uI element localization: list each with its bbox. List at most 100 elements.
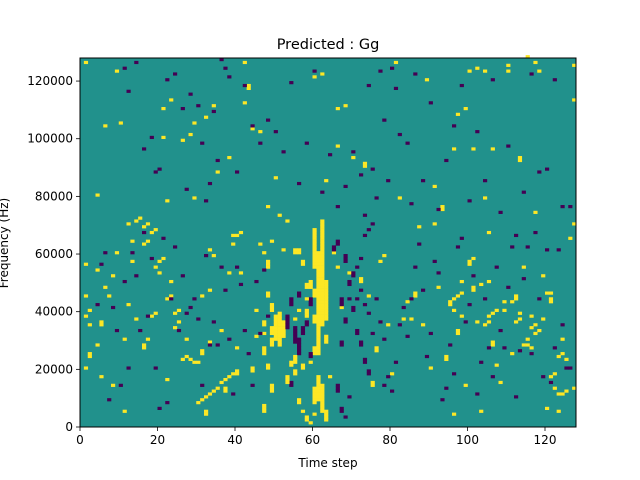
heatmap-cell <box>316 297 321 301</box>
heatmap-cell <box>231 392 236 396</box>
heatmap-cell <box>413 291 418 295</box>
heatmap-cell <box>374 346 379 350</box>
heatmap-cell <box>316 392 321 396</box>
heatmap-cell <box>297 352 302 356</box>
heatmap-cell <box>335 242 340 246</box>
heatmap-cell <box>514 294 519 298</box>
heatmap-cell <box>285 380 290 385</box>
heatmap-cell <box>169 297 174 301</box>
heatmap-cell <box>324 415 329 419</box>
heatmap-cell <box>277 331 282 336</box>
heatmap-cell <box>277 326 282 330</box>
heatmap-cell <box>87 308 92 312</box>
heatmap-cell <box>386 179 391 183</box>
heatmap-cell <box>153 170 158 174</box>
heatmap-cell <box>335 386 340 390</box>
heatmap-cell <box>374 349 379 353</box>
y-tick-label: 20000 <box>35 362 73 376</box>
heatmap-cell <box>444 158 449 163</box>
heatmap-cell <box>316 334 321 338</box>
heatmap-cell <box>421 288 426 292</box>
heatmap-cell <box>316 395 321 399</box>
heatmap-cell <box>455 328 461 333</box>
heatmap-cell <box>382 337 387 341</box>
heatmap-cell <box>316 285 321 289</box>
heatmap-cell <box>312 395 317 399</box>
heatmap-cell <box>308 360 313 364</box>
heatmap-cell <box>238 230 244 235</box>
heatmap-cell <box>452 147 457 151</box>
heatmap-cell <box>262 406 267 410</box>
heatmap-cell <box>293 357 298 361</box>
heatmap-cell <box>359 288 364 292</box>
x-tick-label: 120 <box>534 433 557 447</box>
heatmap-cell <box>173 245 178 249</box>
heatmap-cell <box>312 346 317 350</box>
heatmap-cell <box>324 317 329 321</box>
heatmap-cell <box>99 323 104 327</box>
heatmap-cell <box>483 179 488 183</box>
heatmap-cell <box>107 398 112 402</box>
heatmap-cell <box>200 398 205 402</box>
y-tick-label: 0 <box>65 420 73 434</box>
heatmap-cell <box>382 383 387 387</box>
heatmap-cell <box>467 303 472 307</box>
heatmap-cell <box>320 401 325 405</box>
heatmap-cell <box>355 331 360 336</box>
heatmap-cell <box>529 314 534 318</box>
heatmap-cell <box>486 320 492 324</box>
heatmap-cell <box>161 236 166 240</box>
heatmap-cell <box>552 386 557 390</box>
heatmap-cell <box>250 383 255 387</box>
heatmap-cell <box>312 320 317 324</box>
heatmap-cell <box>304 285 309 289</box>
heatmap-cell <box>397 132 402 137</box>
heatmap-cell <box>490 343 495 347</box>
heatmap-cell <box>289 300 294 304</box>
heatmap-cell <box>293 354 298 359</box>
heatmap-cell <box>188 357 193 361</box>
heatmap-cell <box>448 300 453 304</box>
heatmap-cell <box>83 60 89 65</box>
heatmap-cell <box>293 317 298 321</box>
heatmap-cell <box>463 320 468 324</box>
heatmap-cell <box>207 181 213 186</box>
heatmap-cell <box>285 326 290 330</box>
heatmap-cell <box>537 170 542 174</box>
heatmap-cell <box>324 340 329 344</box>
heatmap-cell <box>572 386 577 390</box>
heatmap-cell <box>285 219 290 223</box>
heatmap-cell <box>262 251 267 255</box>
heatmap-cell <box>467 69 472 73</box>
heatmap-cell <box>413 72 418 76</box>
heatmap-cell <box>83 366 89 370</box>
heatmap-cell <box>304 415 309 419</box>
heatmap-cell <box>324 337 329 341</box>
heatmap-cell <box>475 392 480 396</box>
heatmap-cell <box>103 285 108 289</box>
heatmap-cell <box>452 372 457 376</box>
heatmap-cell <box>448 343 453 347</box>
heatmap-cell <box>413 294 418 298</box>
heatmap-cell <box>258 130 263 134</box>
heatmap-cell <box>196 104 201 108</box>
heatmap-cell <box>428 366 433 370</box>
heatmap-cell <box>99 262 104 266</box>
heatmap-cell <box>308 279 313 284</box>
heatmap-cell <box>502 308 507 312</box>
heatmap-cell <box>359 343 364 347</box>
heatmap-cell <box>324 308 329 312</box>
heatmap-cell <box>297 291 302 295</box>
heatmap-cell <box>514 395 519 399</box>
heatmap-cell <box>339 406 344 410</box>
heatmap-cell <box>289 383 294 387</box>
heatmap-cell <box>401 305 406 310</box>
heatmap-cell <box>328 375 333 379</box>
heatmap-cell <box>285 377 290 382</box>
heatmap-cell <box>490 147 495 151</box>
heatmap-cell <box>467 199 472 203</box>
heatmap-cell <box>324 294 329 298</box>
heatmap-cell <box>297 340 302 344</box>
heatmap-cell <box>378 320 383 324</box>
heatmap-cell <box>316 311 321 315</box>
